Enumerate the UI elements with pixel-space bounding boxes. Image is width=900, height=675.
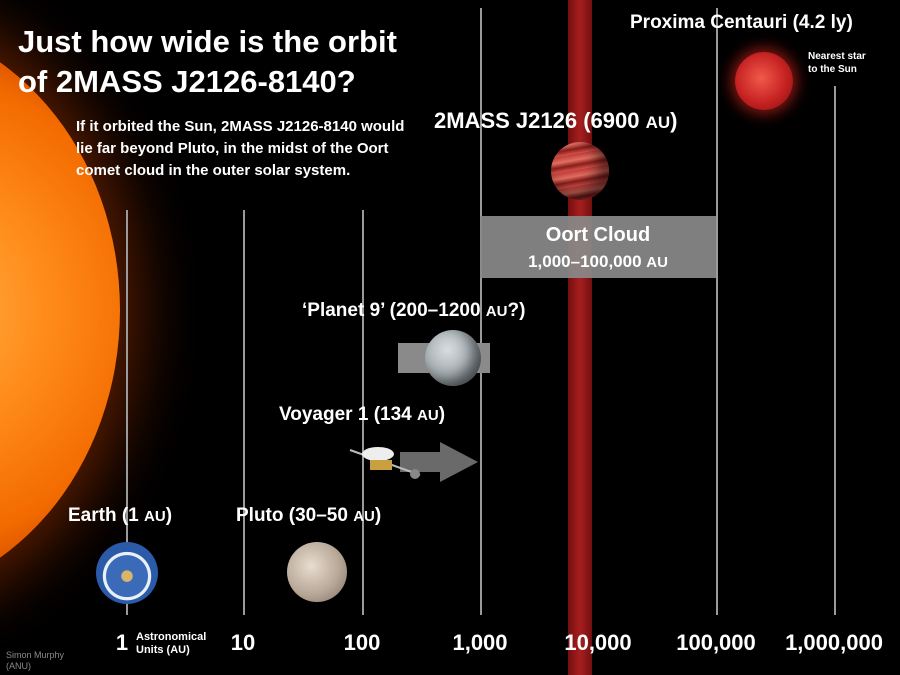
image-credit: Simon Murphy (ANU)	[6, 650, 65, 671]
proxima-note: Nearest star to the Sun	[808, 51, 866, 75]
tick-100000: 100,000	[676, 630, 756, 655]
scale-line-1	[126, 210, 128, 615]
tick-100: 100	[343, 630, 381, 655]
pluto-label: Pluto (30–50 AU)	[236, 505, 382, 526]
planet9-image	[425, 330, 481, 386]
proxima-star-image	[735, 52, 793, 110]
pluto-image	[287, 542, 347, 602]
tick-1000000: 1,000,000	[785, 630, 883, 655]
j2126-label: 2MASS J2126 (6900 AU)	[434, 108, 678, 133]
axis-unit-label: Astronomical Units (AU)	[136, 631, 207, 656]
voyager-arrow-icon	[349, 442, 478, 482]
scale-line-1000	[480, 8, 482, 615]
page-title: Just how wide is the orbit of 2MASS J212…	[18, 22, 438, 102]
tick-10: 10	[230, 630, 256, 655]
j2126-planet-image	[551, 142, 609, 200]
intro-text: If it orbited the Sun, 2MASS J2126-8140 …	[76, 118, 405, 179]
planet9-label: ‘Planet 9’ (200–1200 AU?)	[302, 300, 526, 321]
scale-line-1000000	[834, 86, 836, 615]
j2126-orbit-band	[568, 0, 592, 675]
tick-10000: 10,000	[564, 630, 632, 655]
oort-cloud-label: Oort Cloud	[545, 224, 651, 246]
earth-label: Earth (1 AU)	[68, 505, 173, 526]
scale-line-100	[362, 210, 364, 615]
voyager-label: Voyager 1 (134 AU)	[279, 404, 446, 425]
tick-1: 1	[115, 630, 129, 655]
scale-line-10	[243, 210, 245, 615]
tick-1000: 1,000	[452, 630, 508, 655]
proxima-label: Proxima Centauri (4.2 ly)	[630, 12, 853, 33]
scale-line-100000	[716, 8, 718, 615]
title-line-1: Just how wide is the orbit	[18, 24, 397, 59]
oort-cloud-range: 1,000–100,000 AU	[528, 252, 668, 271]
title-line-2: of 2MASS J2126-8140?	[18, 64, 356, 99]
earth-image	[96, 542, 158, 604]
oort-cloud-box	[480, 216, 716, 278]
